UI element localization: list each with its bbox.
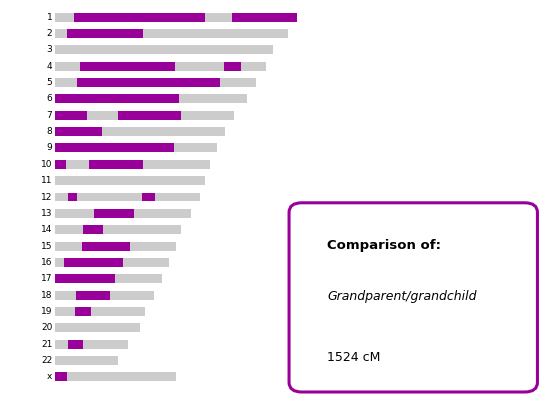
Text: 13: 13 bbox=[41, 209, 52, 218]
Text: 22: 22 bbox=[41, 356, 52, 365]
Bar bbox=[55, 160, 66, 169]
Bar bbox=[55, 78, 256, 87]
Bar bbox=[55, 45, 273, 54]
Text: 4: 4 bbox=[47, 61, 52, 71]
Bar bbox=[55, 143, 218, 152]
Bar bbox=[77, 78, 220, 87]
Bar bbox=[55, 127, 102, 136]
Bar bbox=[55, 356, 118, 365]
Bar bbox=[82, 242, 130, 251]
Text: Comparison of:: Comparison of: bbox=[327, 240, 441, 253]
Bar bbox=[64, 258, 123, 267]
Bar bbox=[55, 127, 225, 136]
Bar bbox=[89, 160, 143, 169]
Text: 11: 11 bbox=[41, 176, 52, 185]
Text: 14: 14 bbox=[41, 225, 52, 234]
Bar bbox=[55, 372, 67, 381]
Bar bbox=[83, 225, 103, 234]
Text: 8: 8 bbox=[47, 127, 52, 136]
Bar bbox=[55, 94, 246, 103]
Text: 7: 7 bbox=[47, 111, 52, 120]
Bar bbox=[55, 323, 140, 333]
Bar bbox=[118, 111, 181, 120]
Text: 19: 19 bbox=[41, 307, 52, 316]
Bar bbox=[55, 29, 288, 38]
Text: 10: 10 bbox=[41, 160, 52, 169]
Bar bbox=[76, 291, 110, 300]
Bar bbox=[55, 61, 266, 71]
Bar bbox=[55, 274, 115, 283]
Text: 16: 16 bbox=[41, 258, 52, 267]
Text: 15: 15 bbox=[41, 242, 52, 251]
Bar bbox=[68, 340, 83, 349]
Text: 12: 12 bbox=[41, 193, 52, 201]
Bar bbox=[55, 291, 154, 300]
Text: 17: 17 bbox=[41, 274, 52, 283]
Bar bbox=[74, 307, 91, 316]
Text: 1524 cM: 1524 cM bbox=[327, 351, 380, 364]
Bar bbox=[55, 340, 128, 349]
Bar bbox=[55, 160, 210, 169]
Bar bbox=[55, 111, 234, 120]
Bar bbox=[55, 372, 176, 381]
Bar bbox=[74, 13, 206, 22]
Bar bbox=[55, 242, 176, 251]
Text: Grandparent/grandchild: Grandparent/grandchild bbox=[327, 290, 477, 303]
Text: 20: 20 bbox=[41, 323, 52, 333]
Bar bbox=[55, 307, 144, 316]
Text: 9: 9 bbox=[47, 143, 52, 152]
Bar bbox=[55, 258, 169, 267]
Bar bbox=[55, 225, 181, 234]
Text: 21: 21 bbox=[41, 340, 52, 349]
Text: x: x bbox=[47, 372, 52, 381]
Bar bbox=[55, 209, 191, 218]
Bar bbox=[232, 13, 298, 22]
Text: 1: 1 bbox=[47, 13, 52, 22]
Text: 2: 2 bbox=[47, 29, 52, 38]
Text: 3: 3 bbox=[47, 45, 52, 54]
Bar bbox=[55, 176, 206, 185]
Bar bbox=[68, 193, 77, 201]
Bar bbox=[55, 94, 180, 103]
Bar bbox=[55, 13, 298, 22]
Bar bbox=[67, 29, 143, 38]
Text: 18: 18 bbox=[41, 291, 52, 300]
Bar bbox=[55, 193, 201, 201]
Bar bbox=[55, 143, 174, 152]
Bar bbox=[55, 274, 161, 283]
Text: 6: 6 bbox=[47, 94, 52, 103]
FancyBboxPatch shape bbox=[289, 203, 537, 392]
Bar bbox=[94, 209, 134, 218]
Text: 5: 5 bbox=[47, 78, 52, 87]
Bar bbox=[142, 193, 155, 201]
Bar bbox=[55, 111, 87, 120]
Bar bbox=[80, 61, 175, 71]
Bar bbox=[224, 61, 241, 71]
